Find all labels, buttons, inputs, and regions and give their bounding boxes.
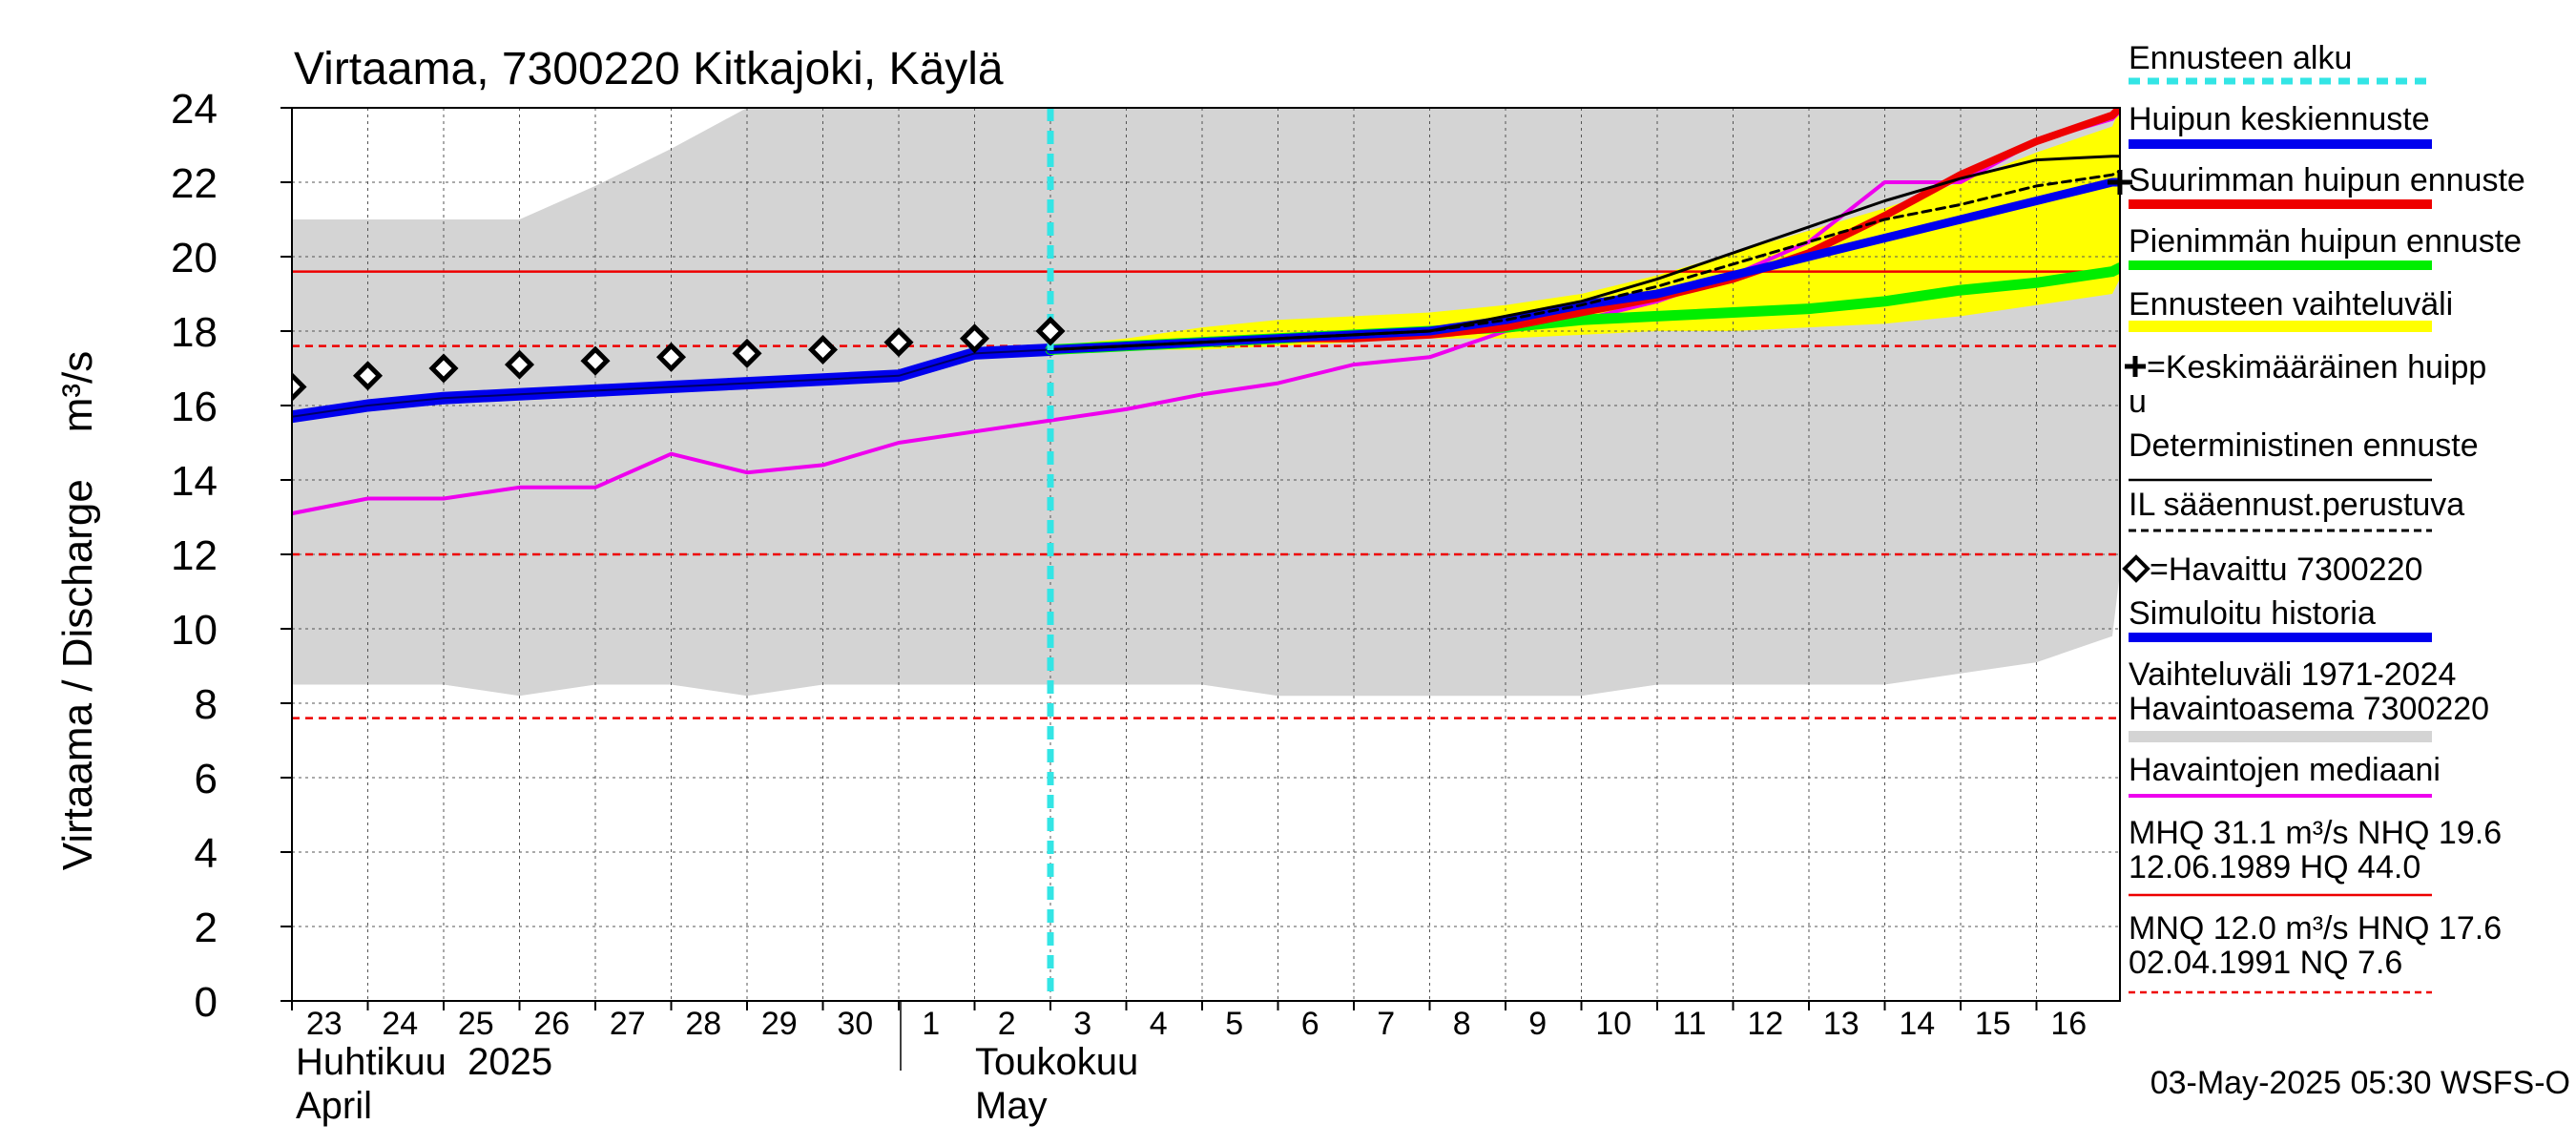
legend-label-weather-forecast: IL sääennust.perustuva (2129, 487, 2464, 523)
x-tick-label: 2 (998, 1006, 1016, 1042)
observed-point (504, 349, 535, 380)
x-tick-label: 3 (1073, 1006, 1091, 1042)
legend-label-median: Havaintojen mediaani (2129, 752, 2441, 788)
x-tick-label: 9 (1528, 1006, 1547, 1042)
y-tick-label: 14 (171, 458, 218, 505)
x-tick-label: 12 (1747, 1006, 1783, 1042)
y-tick-label: 12 (171, 532, 218, 579)
x-tick-label: 10 (1595, 1006, 1631, 1042)
y-tick-label: 16 (171, 384, 218, 430)
legend-label-mean-peak: Huipun keskiennuste (2129, 101, 2430, 137)
observed-point (292, 371, 307, 403)
legend-label-simulated: Simuloitu historia (2129, 595, 2376, 632)
x-tick-label: 27 (610, 1006, 646, 1042)
month-label-april-fi: Huhtikuu 2025 (296, 1041, 552, 1083)
x-tick-label: 29 (761, 1006, 798, 1042)
y-tick-label: 8 (195, 681, 218, 728)
y-tick-label: 24 (171, 86, 218, 133)
simulated-history-core (292, 348, 1051, 418)
legend-label-nq: 02.04.1991 NQ 7.6 (2129, 945, 2402, 981)
legend-label-range: Vaihteluväli 1971-2024 (2129, 656, 2456, 693)
y-tick-label: 2 (195, 905, 218, 951)
legend-label-hq: 12.06.1989 HQ 44.0 (2129, 849, 2420, 885)
legend-label-range-station: Havaintoasema 7300220 (2129, 691, 2489, 727)
x-tick-label: 30 (837, 1006, 873, 1042)
x-tick-label: 7 (1377, 1006, 1395, 1042)
x-tick-label: 15 (1975, 1006, 2011, 1042)
series-layer (292, 108, 2120, 1001)
legend-label-mean-peak-marker-cont: u (2129, 384, 2147, 420)
y-tick-label: 20 (171, 235, 218, 281)
x-tick-label: 16 (2050, 1006, 2087, 1042)
legend-diamond-icon (2122, 554, 2150, 583)
y-axis-label-text: Virtaama / Discharge m³/s (54, 351, 101, 870)
x-tick-label: 1 (922, 1006, 940, 1042)
x-tick-label: 26 (533, 1006, 570, 1042)
month-label-april-en: April (296, 1085, 372, 1127)
forecast-range-band (1050, 108, 2120, 350)
x-tick-label: 4 (1150, 1006, 1168, 1042)
historical-range-band (292, 108, 2120, 697)
y-tick-label: 22 (171, 160, 218, 207)
x-tick-label: 11 (1672, 1006, 1706, 1042)
y-tick-label: 18 (171, 309, 218, 356)
month-label-may-fi: Toukokuu (975, 1041, 1138, 1083)
legend-label-mhq: MHQ 31.1 m³/s NHQ 19.6 (2129, 815, 2502, 851)
legend-label-mean-peak-marker: =Keskimääräinen huipp (2147, 349, 2486, 385)
legend-label-max-peak: Suurimman huipun ennuste (2129, 162, 2525, 198)
mean-peak-marker (2107, 170, 2132, 195)
x-tick-label: 8 (1453, 1006, 1471, 1042)
observed-point (428, 353, 459, 384)
observed-point (959, 323, 990, 354)
legend-label-deterministic: Deterministinen ennuste (2129, 427, 2479, 464)
x-tick-label: 28 (685, 1006, 721, 1042)
y-tick-label: 0 (195, 979, 218, 1026)
footer-timestamp: 03-May-2025 05:30 WSFS-O (2150, 1065, 2570, 1101)
median-line (292, 109, 2120, 516)
x-tick-label: 6 (1301, 1006, 1319, 1042)
x-tick-label: 24 (382, 1006, 418, 1042)
legend-label-forecast-start: Ennusteen alku (2129, 40, 2352, 76)
x-tick-label: 25 (458, 1006, 494, 1042)
legend: Ennusteen alku Huipun keskiennuste Suurimm… (2122, 40, 2525, 994)
plot-area (292, 108, 2120, 1001)
legend-swatch-forecast-range (2129, 321, 2432, 332)
y-tick-label: 4 (195, 830, 218, 877)
legend-label-observed: =Havaittu 7300220 (2150, 552, 2422, 588)
x-axis: 23 24 25 26 27 28 29 30 1 2 3 4 5 6 7 8 9 10 11 12 13 14 15 16 (291, 1001, 2087, 1042)
legend-label-min-peak: Pienimmän huipun ennuste (2129, 223, 2522, 260)
weather-forecast-line (1049, 169, 2120, 351)
legend-swatch-range (2129, 731, 2432, 742)
observed-point (732, 338, 762, 368)
month-label-may-en: May (975, 1085, 1048, 1127)
x-tick-label: 23 (306, 1006, 343, 1042)
observed-point (352, 361, 384, 391)
legend-label-forecast-range: Ennusteen vaihteluväli (2129, 286, 2453, 323)
observed-point (580, 345, 611, 376)
bands-layer (292, 108, 2120, 697)
observed-markers-layer (292, 316, 1066, 403)
chart-title: Virtaama, 7300220 Kitkajoki, Käylä (294, 44, 1004, 94)
y-tick-label: 6 (195, 756, 218, 802)
observed-point (883, 327, 914, 358)
x-tick-label: 14 (1899, 1006, 1935, 1042)
y-axis-label: Virtaama / Discharge m³/s (54, 351, 101, 870)
observed-point (807, 334, 839, 365)
observed-point (655, 342, 687, 372)
x-tick-label: 5 (1225, 1006, 1243, 1042)
observed-point (1035, 316, 1066, 346)
y-tick-label: 10 (171, 607, 218, 654)
legend-label-mnq: MNQ 12.0 m³/s HNQ 17.6 (2129, 910, 2502, 947)
x-tick-label: 13 (1823, 1006, 1859, 1042)
